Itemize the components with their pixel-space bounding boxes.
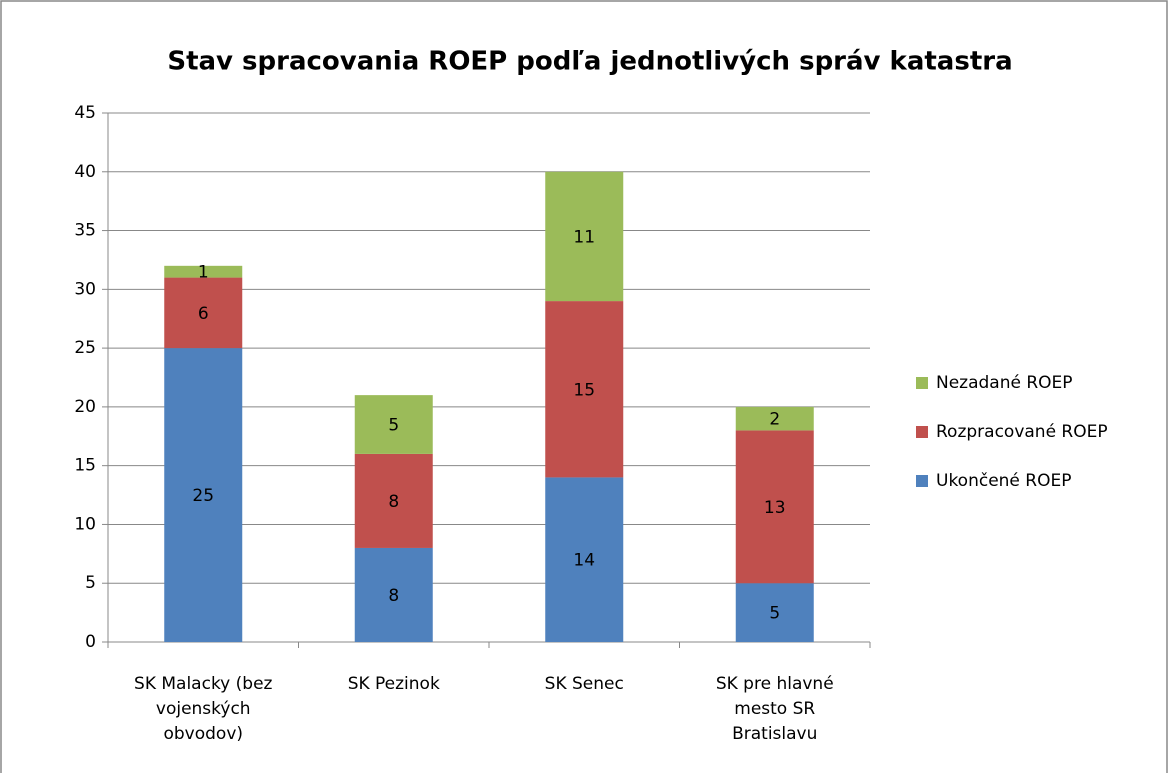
x-tick-label: SK Pezinok: [347, 674, 440, 694]
y-tick-label: 20: [74, 397, 96, 417]
chart-title: Stav spracovania ROEP podľa jednotlivých…: [167, 47, 1012, 77]
bar-segment: [735, 583, 814, 642]
bar-segment: [354, 395, 433, 454]
x-tick-label: SK Senec: [544, 674, 624, 694]
bar-segment: [354, 453, 433, 548]
y-tick-label: 30: [74, 279, 96, 299]
x-tick-label: SK pre hlavné mesto SR Bratislavu: [715, 674, 834, 744]
legend-label: Rozpracované ROEP: [936, 422, 1108, 442]
data-label: 2: [769, 410, 780, 430]
y-tick-label: 5: [85, 573, 96, 593]
bar-segment: [354, 547, 433, 642]
bar-segment: [735, 430, 814, 584]
data-label: 14: [573, 551, 595, 571]
data-label: 6: [198, 304, 209, 324]
bar-segment: [735, 406, 814, 431]
bar-segment: [545, 301, 624, 478]
bar-segment: [164, 277, 243, 349]
data-label: 8: [388, 586, 399, 606]
legend-swatch: [916, 426, 928, 438]
data-label: 11: [573, 227, 595, 247]
data-label: 8: [388, 492, 399, 512]
bar-segment: [164, 348, 243, 642]
bar-segment: [545, 477, 624, 642]
bar-segment: [545, 171, 624, 302]
legend-swatch: [916, 377, 928, 389]
y-tick-label: 10: [74, 514, 96, 534]
data-label: 25: [192, 486, 214, 506]
legend-label: Nezadané ROEP: [936, 373, 1073, 393]
bar-segment: [164, 265, 243, 278]
x-tick-label: SK Malacky (bez vojenských obvodov): [134, 674, 273, 744]
data-label: 13: [764, 498, 786, 518]
y-tick-label: 40: [74, 162, 96, 182]
data-label: 15: [573, 380, 595, 400]
data-label: 1: [198, 263, 209, 283]
y-tick-label: 45: [74, 103, 96, 123]
y-tick-label: 0: [85, 632, 96, 652]
legend-label: Ukončené ROEP: [936, 471, 1072, 491]
data-label: 5: [769, 604, 780, 624]
y-tick-label: 25: [74, 338, 96, 358]
y-tick-label: 35: [74, 221, 96, 241]
data-label: 5: [388, 416, 399, 436]
y-tick-label: 15: [74, 456, 96, 476]
legend-swatch: [916, 475, 928, 487]
